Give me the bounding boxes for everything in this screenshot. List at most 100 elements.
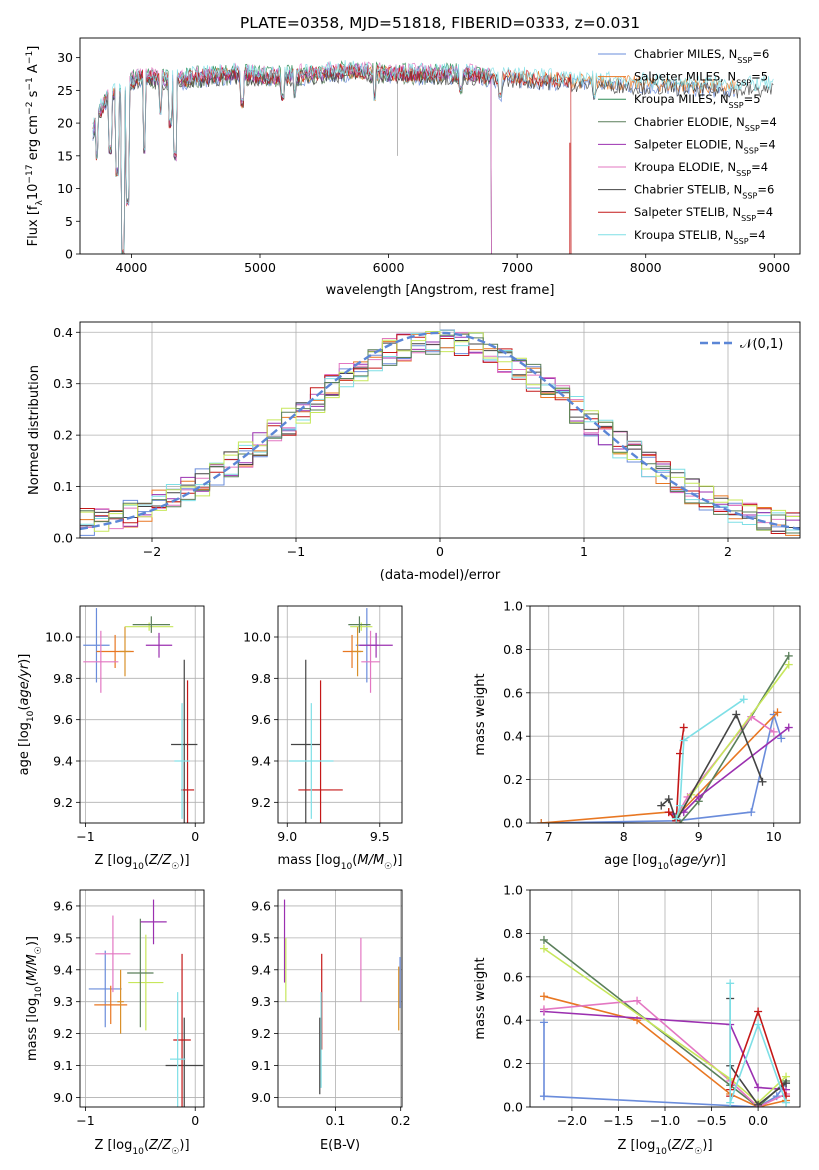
spectrum-xlabel: wavelength [Angstrom, rest frame] [326, 283, 555, 298]
age_vs_Z-xtick-label: 0 [191, 829, 199, 844]
mass_vs_EBV-ytick-label: 9.5 [251, 930, 271, 945]
massweight-age-ylabel: mass weight [473, 673, 488, 755]
massweight_vs_Z-series-line [543, 1010, 787, 1091]
massweight_vs_age-xtick-label: 8 [620, 829, 628, 844]
age_vs_mass-frame [277, 605, 403, 824]
mass_vs_EBV-xtick-label: 0.1 [325, 1113, 345, 1128]
residuals-ytick-label: 0.0 [53, 531, 73, 546]
mass_vs_EBV-xtick-label: 0.2 [391, 1113, 411, 1128]
mass_vs_EBV-ytick-label: 9.3 [251, 994, 271, 1009]
spectrum-ytick-label: 10 [57, 181, 73, 196]
spectrum-legend-label: Chabrier STELIB, NSSP=6 [634, 183, 774, 201]
spectrum-xtick-label: 5000 [244, 260, 276, 275]
spectrum-line-salpeter-elodie [92, 63, 492, 254]
age_vs_mass-ytick-label: 9.2 [251, 795, 271, 810]
massweight_vs_age-xtick-label: 10 [766, 829, 782, 844]
spectrum-legend-label: Salpeter MILES, NSSP=5 [634, 70, 768, 88]
massweight_vs_Z-xtick-label: −1.0 [650, 1113, 680, 1128]
age_vs_Z-ytick-label: 10.0 [45, 630, 73, 645]
mass_vs_Z-ytick-label: 9.2 [53, 1026, 73, 1041]
age-vs-Z-xlabel: Z [log10(Z/Z☉)] [94, 853, 189, 872]
spectrum-line-kroupa-stelib [92, 59, 774, 254]
massweight-age-xlabel: age [log10(age/yr)] [604, 853, 726, 872]
spectrum-ytick-label: 30 [57, 50, 73, 65]
spectrum-legend-label: Salpeter STELIB, NSSP=4 [634, 205, 773, 223]
spectrum-plot-area [92, 59, 774, 254]
residuals-xtick-label: 2 [724, 544, 732, 559]
age_vs_Z-ytick-label: 9.4 [53, 754, 73, 769]
age_vs_mass-ytick-label: 9.4 [251, 754, 271, 769]
massweight_vs_age-frame [529, 605, 801, 824]
spectrum-line-kroupa-elodie [92, 61, 492, 254]
massweight_vs_age-ytick-label: 0.6 [503, 685, 523, 700]
age_vs_Z-frame [79, 605, 205, 824]
residuals-xtick-label: 1 [580, 544, 588, 559]
massweight_vs_Z-ytick-label: 0.8 [503, 926, 523, 941]
age_vs_Z-ytick-label: 9.6 [53, 712, 73, 727]
age-vs-mass-xlabel: mass [log10(M/M☉)] [278, 853, 403, 872]
age_vs_Z-ytick-label: 9.8 [53, 671, 73, 686]
residuals-ytick-label: 0.1 [53, 479, 73, 494]
spectrum-ytick-label: 20 [57, 116, 73, 131]
spectrum-legend-label: Chabrier ELODIE, NSSP=4 [634, 115, 777, 133]
spectrum-line-kroupa-miles [92, 60, 492, 254]
spectrum-xtick-label: 7000 [501, 260, 533, 275]
massweight_vs_Z-ytick-label: 1.0 [503, 883, 523, 898]
age-vs-Z-ylabel: age [log10(age/yr)] [17, 654, 36, 776]
residuals-xtick-label: 0 [436, 544, 444, 559]
spectrum-line-salpeter-miles [92, 64, 736, 254]
spectrum-ytick-label: 5 [65, 214, 73, 229]
massweight-Z-xlabel: Z [log10(Z/Z☉)] [617, 1138, 712, 1157]
residuals-plot-area [80, 329, 800, 536]
spectrum-frame [79, 37, 801, 255]
massweight_vs_Z-ytick-label: 0.6 [503, 969, 523, 984]
age_vs_mass-xtick-label: 9.0 [277, 829, 297, 844]
spectrum-xtick-label: 9000 [758, 260, 790, 275]
spectrum-xtick-label: 8000 [630, 260, 662, 275]
spectrum-xtick-label: 6000 [373, 260, 405, 275]
residuals-ytick-label: 0.3 [53, 376, 73, 391]
mass_vs_Z-ytick-label: 9.3 [53, 994, 73, 1009]
massweight_vs_age-series-line [672, 726, 790, 816]
age_vs_Z-xtick-label: −1 [76, 829, 94, 844]
spectrum-legend-label: Kroupa MILES, NSSP=5 [634, 92, 761, 110]
massweight_vs_Z-series-line [543, 947, 787, 1104]
spectrum-ytick-label: 15 [57, 148, 73, 163]
mass_vs_EBV-ytick-label: 9.2 [251, 1026, 271, 1041]
massweight_vs_Z-ytick-label: 0.2 [503, 1056, 523, 1071]
massweight_vs_Z-ytick-label: 0.4 [503, 1013, 523, 1028]
mass_vs_EBV-plot-area [283, 899, 401, 1095]
mass_vs_EBV-ytick-label: 9.4 [251, 962, 271, 977]
spectrum-ytick-label: 25 [57, 83, 73, 98]
spectrum-ylabel: Flux [fλ10−17 erg cm−2 s−1 A−1] [25, 46, 45, 247]
mass_vs_Z-plot-area [88, 899, 203, 1107]
residuals-xtick-label: −1 [287, 544, 305, 559]
mass_vs_Z-ytick-label: 9.5 [53, 930, 73, 945]
massweight-Z-ylabel: mass weight [473, 957, 488, 1039]
spectrum-legend-label: Kroupa ELODIE, NSSP=4 [634, 160, 768, 178]
massweight_vs_age-ytick-label: 0.0 [503, 816, 523, 831]
residual-xlabel: (data-model)/error [380, 568, 501, 583]
massweight_vs_Z-series-line [729, 983, 787, 1103]
mass_vs_Z-ytick-label: 9.1 [53, 1058, 73, 1073]
massweight_vs_age-xtick-label: 9 [695, 829, 703, 844]
massweight_vs_Z-xtick-label: −2.0 [557, 1113, 587, 1128]
residuals-ytick-label: 0.2 [53, 428, 73, 443]
residuals-ytick-label: 0.4 [53, 325, 73, 340]
spectrum-legend-label: Chabrier MILES, NSSP=6 [634, 47, 769, 65]
age_vs_mass-ytick-label: 9.8 [251, 671, 271, 686]
massweight_vs_Z-frame [529, 889, 801, 1108]
massweight_vs_Z-plot-area [539, 935, 791, 1107]
mass_vs_EBV-ytick-label: 9.6 [251, 898, 271, 913]
mass_vs_EBV-frame [277, 889, 403, 1108]
mass_vs_Z-ytick-label: 9.6 [53, 898, 73, 913]
massweight_vs_Z-ytick-label: 0.0 [503, 1100, 523, 1115]
mass-vs-Z-xlabel: Z [log10(Z/Z☉)] [94, 1138, 189, 1157]
spectrum-ytick-label: 0 [65, 247, 73, 262]
massweight_vs_age-ytick-label: 0.4 [503, 729, 523, 744]
mass_vs_Z-ytick-label: 9.0 [53, 1090, 73, 1105]
spectrum-title: PLATE=0358, MJD=51818, FIBERID=0333, z=0… [240, 14, 640, 32]
mass-vs-EBV-xlabel: E(B-V) [320, 1138, 360, 1153]
age_vs_mass-ytick-label: 10.0 [243, 630, 271, 645]
